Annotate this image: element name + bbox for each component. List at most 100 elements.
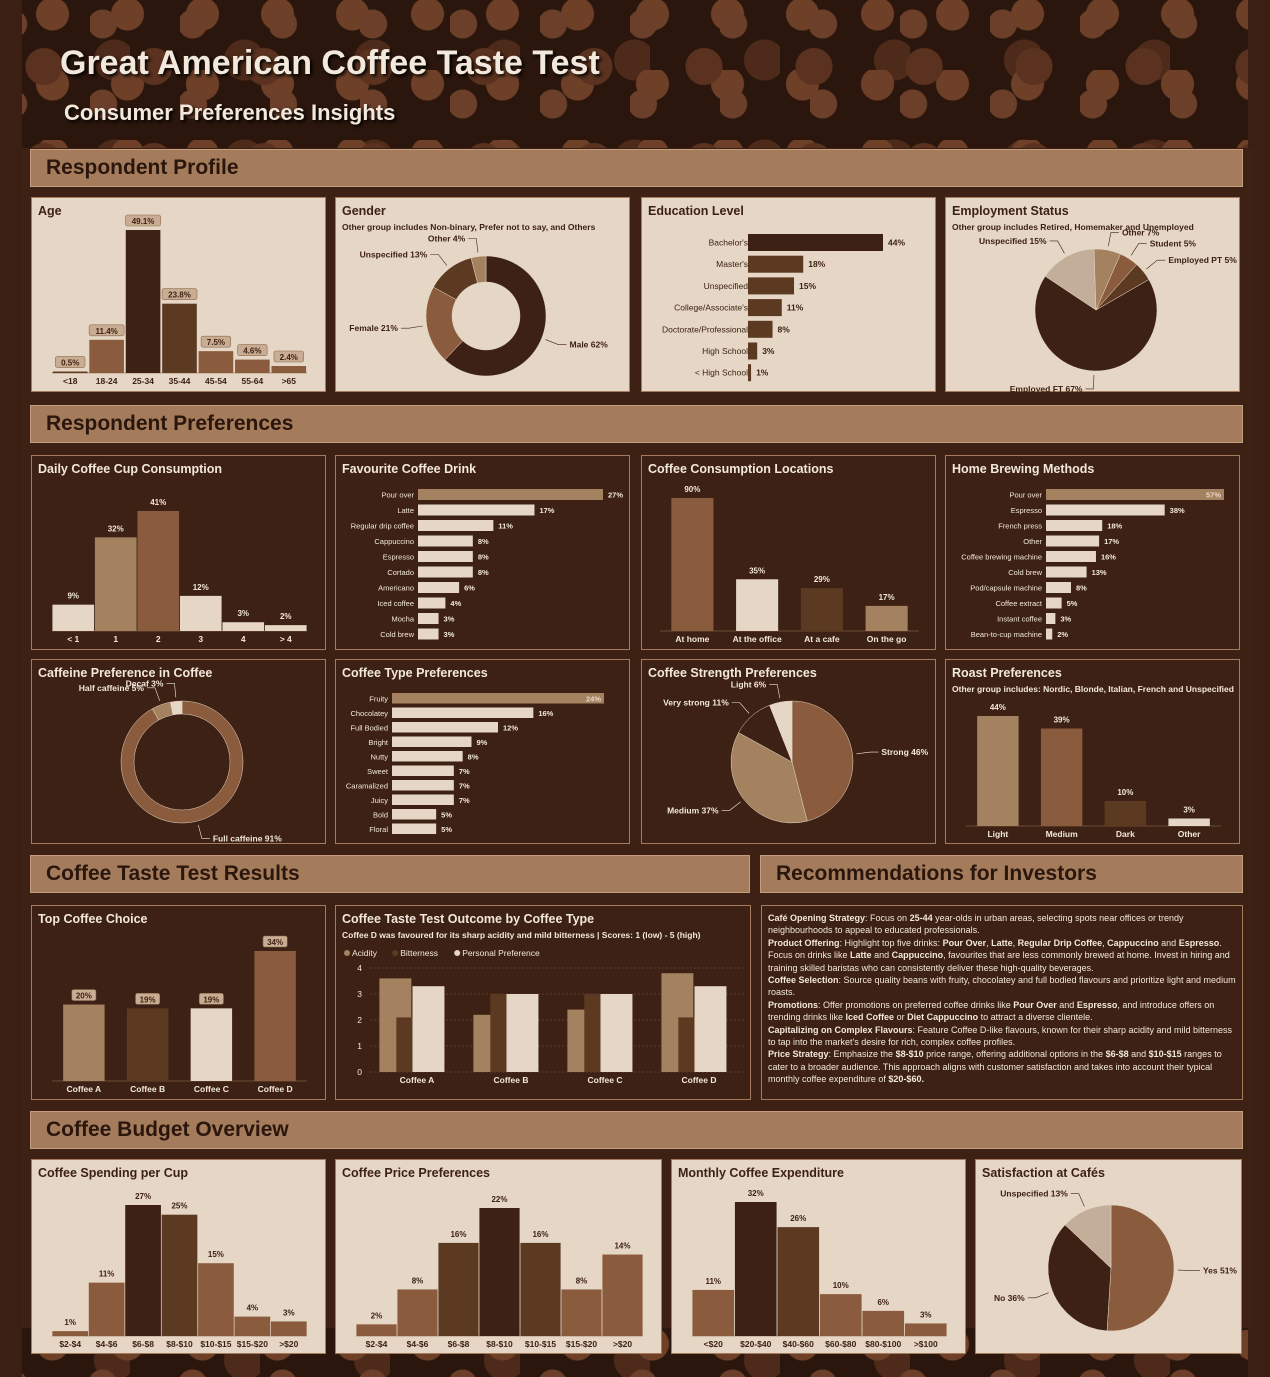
y-tick-label: Cortado <box>387 568 414 577</box>
bar-45-54 <box>198 351 234 373</box>
panel-title: Monthly Coffee Expenditure <box>678 1166 844 1180</box>
bar-65 <box>271 366 307 373</box>
bar-bright <box>392 736 472 747</box>
data-label-coffee-c: 19% <box>203 995 219 1004</box>
x-tick-label: >$20 <box>613 1339 632 1349</box>
daily-consumption-chart: 9% < 1 32% 1 41% 2 12% 3 3% 4 2% > 4 <box>52 498 307 644</box>
y-tick-label: 4 <box>357 963 362 973</box>
slice-label-male-62: Male 62% <box>570 340 609 350</box>
bar-4-6 <box>88 1282 125 1336</box>
data-label-6-8: 27% <box>135 1192 151 1201</box>
panel-title: Coffee Consumption Locations <box>648 462 834 476</box>
data-label-cold-brew: 3% <box>444 630 455 639</box>
data-label-mocha: 3% <box>444 615 455 624</box>
recommendation-text: : Source quality beans with fruity, choc… <box>768 975 1236 998</box>
bar-bachelor-s <box>748 234 883 251</box>
section-respondent-profile: Respondent Profile <box>30 149 1243 187</box>
x-tick-label: 25-34 <box>132 376 154 386</box>
bar-master-s <box>748 255 804 273</box>
slice-unspecified-13 <box>1064 1204 1112 1269</box>
panel-title: Roast Preferences <box>952 666 1062 680</box>
slice-label-decaf-3: Decaf 3% <box>126 678 164 688</box>
data-label-6-8: 16% <box>450 1230 466 1239</box>
legend-marker-bitterness <box>392 950 399 956</box>
x-tick-label: Coffee D <box>682 1075 717 1085</box>
y-tick-label: Chocolatey <box>350 709 388 718</box>
education-chart: Bachelor's 44% Master's 18% Unspecified 15% Co… <box>662 234 905 382</box>
section-respondent-preferences: Respondent Preferences <box>30 405 1243 443</box>
slice-label-other-4: Other 4% <box>428 234 466 244</box>
recommendations-list: Café Opening Strategy: Focus on 25-44 ye… <box>768 912 1236 1086</box>
panel-home-brewing: Home Brewing Methods Pour over 57% Espress… <box>945 455 1240 650</box>
bar-2-4 <box>52 1331 89 1336</box>
x-tick-label: $80-$100 <box>865 1339 901 1349</box>
data-label-espresso: 38% <box>1170 506 1185 515</box>
data-label-20: 14% <box>614 1242 630 1251</box>
data-label-other: 3% <box>1183 806 1195 815</box>
y-tick-label: Floral <box>369 825 388 834</box>
slice-label-female-21: Female 21% <box>349 323 398 333</box>
leader-line <box>1049 240 1065 254</box>
data-label-bg <box>273 350 304 363</box>
slice-label-unspecified-13: Unspecified 13% <box>360 249 428 259</box>
data-label-at-a-cafe: 29% <box>814 575 830 584</box>
recommendation-item: Price Strategy: Emphasize the $8-$10 pri… <box>768 1048 1236 1085</box>
y-tick-label: 3 <box>357 989 362 999</box>
slice-label-employed-pt-5: Employed PT 5% <box>1168 255 1237 265</box>
bar-doctorate-professional <box>748 320 773 338</box>
data-label-instant-coffee: 3% <box>1060 615 1071 624</box>
data-label-espresso: 8% <box>478 553 489 562</box>
x-tick-label: 1 <box>113 634 118 644</box>
x-tick-label: $6-$8 <box>132 1339 154 1349</box>
data-label-juicy: 7% <box>459 796 470 805</box>
recommendation-text: : Emphasize the $8-$10 price range, offe… <box>768 1049 1222 1085</box>
leader-line <box>1108 232 1119 247</box>
bar-100 <box>904 1323 947 1336</box>
bar-8-10 <box>161 1214 198 1336</box>
leader-line <box>198 824 210 839</box>
panel-title: Gender <box>342 204 386 218</box>
data-label-25-34: 49.1% <box>132 217 155 226</box>
bar-french-press <box>1046 520 1103 531</box>
section-budget-overview: Coffee Budget Overview <box>30 1111 1243 1149</box>
x-tick-label: Dark <box>1116 829 1135 839</box>
satisfaction-chart: Yes 51% No 36% Unspecified 13% <box>994 1189 1237 1332</box>
bar-other <box>1168 818 1210 826</box>
slice-employed-ft-67 <box>1034 275 1158 372</box>
bar-cold-brew <box>1046 566 1087 578</box>
panel-daily-consumption: Daily Coffee Cup Consumption 9% < 1 32% 1 41… <box>31 455 326 650</box>
slice-label-half-caffeine-5: Half caffeine 5% <box>79 683 145 693</box>
x-tick-label: >$100 <box>914 1339 938 1349</box>
data-label-bg <box>161 288 198 300</box>
panel-title: Coffee Spending per Cup <box>38 1166 188 1180</box>
bar-coffee-a-personal-preference <box>412 986 445 1072</box>
panel-caffeine: Caffeine Preference in Coffee Full caffe… <box>31 659 326 844</box>
bar-coffee-c-personal-preference <box>600 994 633 1072</box>
slice-label-employed-ft-67: Employed FT 67% <box>1010 384 1083 394</box>
roast-chart: 44% Light 39% Medium 10% Dark 3% Other <box>966 703 1221 839</box>
data-label-bachelor-s: 44% <box>888 238 905 248</box>
data-label-coffee-a: 20% <box>76 992 92 1001</box>
x-tick-label: $4-$6 <box>96 1339 118 1349</box>
data-label-bean-to-cup-machine: 2% <box>1057 630 1068 639</box>
slice-label-strong-46: Strong 46% <box>881 747 928 757</box>
bar-coffee-c-bitterness <box>584 994 604 1072</box>
bar-at-home <box>671 498 714 631</box>
x-tick-label: $4-$6 <box>407 1339 429 1349</box>
y-tick-label: Full Bodied <box>350 723 388 732</box>
data-label-100: 3% <box>920 1310 932 1319</box>
panel-title: Coffee Strength Preferences <box>648 666 817 680</box>
bar-coffee-a-bitterness <box>396 1017 416 1072</box>
data-label-18-24: 11.4% <box>96 327 118 336</box>
x-tick-label: Coffee B <box>130 1084 165 1094</box>
panel-locations: Coffee Consumption Locations 90% At home 3… <box>641 455 936 650</box>
leader-line <box>856 751 879 755</box>
data-label-bg <box>198 993 224 1005</box>
slice-strong-46 <box>791 700 854 822</box>
bar-coffee-brewing-machine <box>1046 551 1096 562</box>
data-label-35-44: 23.8% <box>168 291 191 300</box>
panel-spending-per-cup: Coffee Spending per Cup 1% $2-$4 11% $4-$6 2… <box>31 1159 326 1354</box>
bar-15-20 <box>561 1289 602 1336</box>
slice-male-62 <box>444 255 547 377</box>
data-label-at-home: 90% <box>684 485 700 494</box>
